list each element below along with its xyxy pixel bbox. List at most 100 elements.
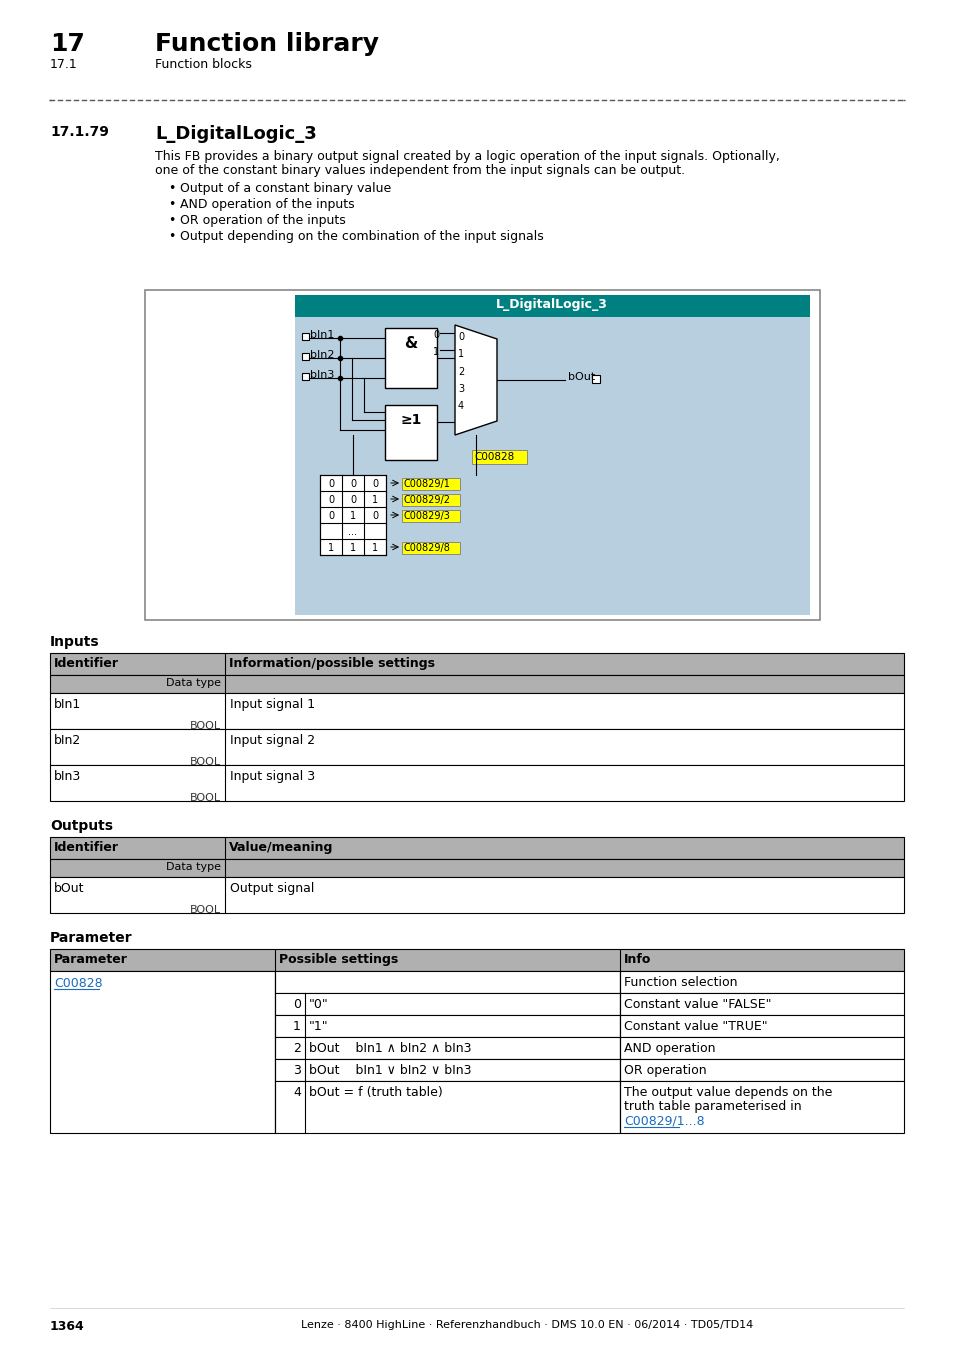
Bar bbox=[50, 729, 903, 765]
Text: BOOL: BOOL bbox=[190, 792, 221, 803]
Text: 1: 1 bbox=[293, 1021, 301, 1033]
Text: Output depending on the combination of the input signals: Output depending on the combination of t… bbox=[180, 230, 543, 243]
Text: Input signal 3: Input signal 3 bbox=[230, 769, 314, 783]
Text: 0: 0 bbox=[328, 495, 334, 505]
Bar bbox=[592, 375, 599, 383]
Text: 0: 0 bbox=[433, 329, 438, 340]
Bar bbox=[302, 333, 309, 340]
Text: 1: 1 bbox=[372, 495, 377, 505]
Text: Function library: Function library bbox=[154, 32, 378, 55]
Text: AND operation of the inputs: AND operation of the inputs bbox=[180, 198, 355, 211]
Bar bbox=[385, 405, 436, 460]
Text: 0: 0 bbox=[457, 332, 464, 342]
Bar bbox=[274, 1015, 619, 1037]
Text: Constant value "TRUE": Constant value "TRUE" bbox=[623, 1021, 767, 1033]
Bar bbox=[619, 1015, 903, 1037]
Text: C00829/1...8: C00829/1...8 bbox=[623, 1114, 704, 1127]
Text: 1: 1 bbox=[328, 543, 334, 554]
Bar bbox=[50, 859, 903, 878]
Text: Lenze · 8400 HighLine · Referenzhandbuch · DMS 10.0 EN · 06/2014 · TD05/TD14: Lenze · 8400 HighLine · Referenzhandbuch… bbox=[300, 1320, 752, 1330]
Text: "1": "1" bbox=[309, 1021, 328, 1033]
Text: Outputs: Outputs bbox=[50, 819, 112, 833]
Text: Identifier: Identifier bbox=[54, 657, 119, 670]
Text: C00829/3: C00829/3 bbox=[403, 512, 451, 521]
Text: bOut    bIn1 ∨ bIn2 ∨ bIn3: bOut bIn1 ∨ bIn2 ∨ bIn3 bbox=[309, 1064, 471, 1077]
Bar bbox=[274, 1058, 619, 1081]
Text: Data type: Data type bbox=[166, 863, 221, 872]
Text: 1: 1 bbox=[372, 543, 377, 554]
Bar bbox=[302, 373, 309, 379]
Bar bbox=[274, 1037, 619, 1058]
Bar bbox=[50, 653, 903, 675]
Text: 1: 1 bbox=[457, 350, 464, 359]
Text: Input signal 2: Input signal 2 bbox=[230, 734, 314, 747]
Bar bbox=[50, 878, 903, 913]
Text: Value/meaning: Value/meaning bbox=[229, 841, 333, 855]
Text: Parameter: Parameter bbox=[54, 953, 128, 967]
Bar bbox=[50, 949, 903, 971]
Bar bbox=[50, 765, 903, 801]
Bar bbox=[274, 1081, 619, 1133]
Text: bIn3: bIn3 bbox=[310, 370, 334, 379]
Text: Possible settings: Possible settings bbox=[278, 953, 397, 967]
Bar bbox=[619, 1037, 903, 1058]
Text: AND operation: AND operation bbox=[623, 1042, 715, 1054]
Text: 0: 0 bbox=[350, 495, 355, 505]
Text: bIn2: bIn2 bbox=[54, 734, 81, 747]
Text: bIn1: bIn1 bbox=[54, 698, 81, 711]
Text: L_DigitalLogic_3: L_DigitalLogic_3 bbox=[496, 298, 607, 311]
Text: Data type: Data type bbox=[166, 678, 221, 688]
Bar bbox=[302, 352, 309, 360]
Bar bbox=[401, 510, 459, 522]
Text: 2: 2 bbox=[293, 1042, 301, 1054]
Text: 0: 0 bbox=[328, 512, 334, 521]
Text: C00828: C00828 bbox=[474, 452, 514, 462]
Text: 0: 0 bbox=[293, 998, 301, 1011]
Text: Constant value "FALSE": Constant value "FALSE" bbox=[623, 998, 771, 1011]
Bar bbox=[294, 296, 809, 616]
Bar bbox=[401, 478, 459, 490]
Text: Function selection: Function selection bbox=[623, 976, 737, 990]
Bar bbox=[50, 971, 274, 1133]
Text: bIn1: bIn1 bbox=[310, 329, 334, 340]
Text: one of the constant binary values independent from the input signals can be outp: one of the constant binary values indepe… bbox=[154, 163, 684, 177]
Text: truth table parameterised in: truth table parameterised in bbox=[623, 1100, 801, 1112]
Text: 3: 3 bbox=[457, 383, 464, 394]
Text: Inputs: Inputs bbox=[50, 634, 99, 649]
Text: 17.1: 17.1 bbox=[50, 58, 77, 72]
Bar bbox=[50, 693, 903, 729]
Text: 1: 1 bbox=[350, 543, 355, 554]
Bar bbox=[401, 494, 459, 506]
Text: bOut    bIn1 ∧ bIn2 ∧ bIn3: bOut bIn1 ∧ bIn2 ∧ bIn3 bbox=[309, 1042, 471, 1054]
Bar bbox=[50, 837, 903, 859]
Text: Identifier: Identifier bbox=[54, 841, 119, 855]
Text: ...: ... bbox=[348, 526, 357, 537]
Text: bIn3: bIn3 bbox=[54, 769, 81, 783]
Text: Input signal 1: Input signal 1 bbox=[230, 698, 314, 711]
Text: OR operation: OR operation bbox=[623, 1064, 706, 1077]
Text: C00829/1: C00829/1 bbox=[403, 479, 451, 489]
Text: 2: 2 bbox=[457, 367, 464, 377]
Text: •: • bbox=[168, 230, 175, 243]
Text: "0": "0" bbox=[309, 998, 329, 1011]
Text: Parameter: Parameter bbox=[50, 931, 132, 945]
Text: 0: 0 bbox=[372, 479, 377, 489]
Text: 4: 4 bbox=[293, 1085, 301, 1099]
Polygon shape bbox=[455, 325, 497, 435]
Text: 0: 0 bbox=[350, 479, 355, 489]
Text: •: • bbox=[168, 182, 175, 194]
Text: bOut = f (truth table): bOut = f (truth table) bbox=[309, 1085, 442, 1099]
Text: •: • bbox=[168, 198, 175, 211]
Bar bbox=[274, 971, 619, 994]
Text: BOOL: BOOL bbox=[190, 904, 221, 915]
Bar bbox=[401, 541, 459, 554]
Text: This FB provides a binary output signal created by a logic operation of the inpu: This FB provides a binary output signal … bbox=[154, 150, 779, 163]
Text: 4: 4 bbox=[457, 401, 464, 410]
Text: •: • bbox=[168, 215, 175, 227]
Bar bbox=[274, 994, 619, 1015]
Text: 0: 0 bbox=[328, 479, 334, 489]
Text: 1364: 1364 bbox=[50, 1320, 85, 1332]
Text: ≥1: ≥1 bbox=[400, 413, 421, 427]
Text: bIn2: bIn2 bbox=[310, 350, 335, 360]
Text: 1: 1 bbox=[350, 512, 355, 521]
